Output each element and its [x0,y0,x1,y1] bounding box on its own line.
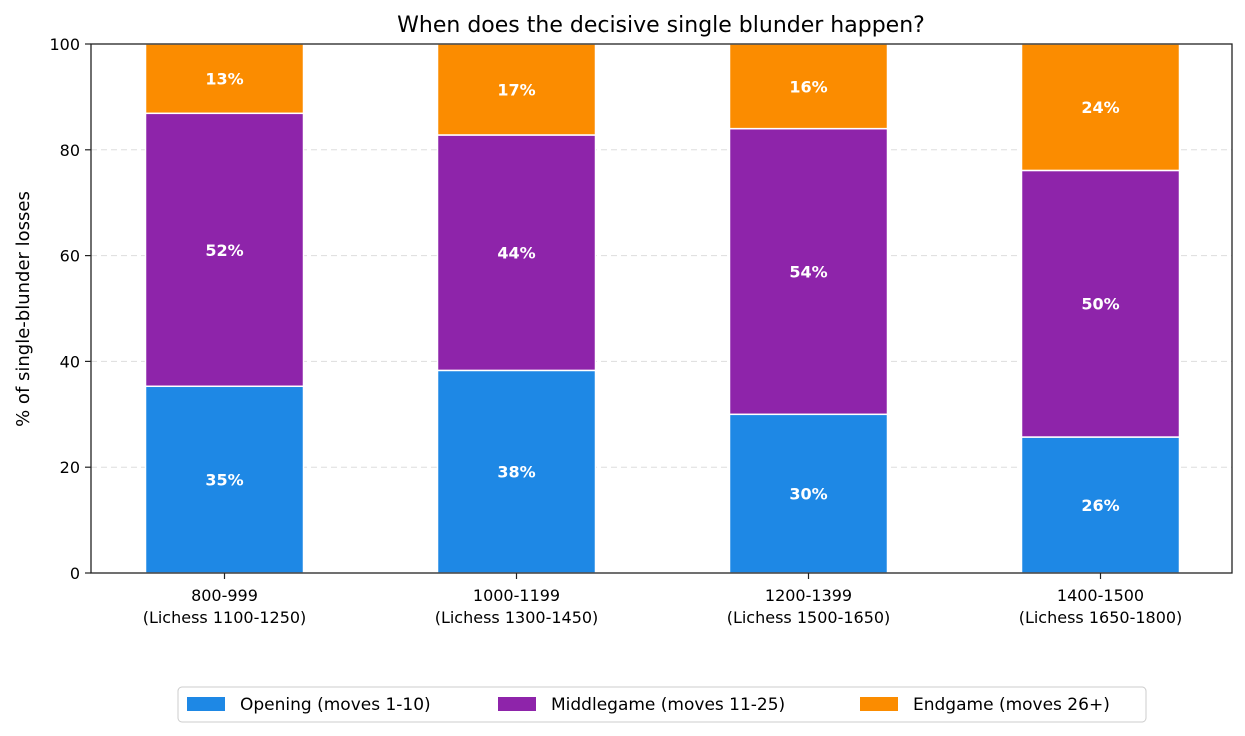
x-tick-label: (Lichess 1500-1650) [727,608,891,627]
segment-label: 30% [789,485,827,504]
segment-label: 50% [1081,295,1119,314]
x-tick-label: 1400-1500 [1057,586,1144,605]
legend-swatch [187,697,225,711]
legend-label: Endgame (moves 26+) [913,695,1110,715]
x-tick-label: (Lichess 1300-1450) [435,608,599,627]
legend: Opening (moves 1-10) Middlegame (moves 11… [177,686,1147,723]
segment-label: 13% [205,70,243,89]
legend-swatch [498,697,536,711]
segment-label: 24% [1081,98,1119,117]
bar-segment [144,385,305,574]
segment-label: 54% [789,262,827,281]
y-axis-label: % of single-blunder losses [13,191,34,427]
segment-label: 52% [205,241,243,260]
bar-segment [144,112,305,388]
x-tick-label: (Lichess 1100-1250) [143,608,307,627]
segment-label: 44% [497,244,535,263]
bar-segment [1020,43,1181,172]
y-tick-label: 100 [49,35,80,54]
legend-label: Opening (moves 1-10) [240,695,431,715]
segment-label: 26% [1081,496,1119,515]
segment-label: 38% [497,463,535,482]
bar-segment [728,127,889,416]
y-tick-label: 80 [60,141,80,160]
x-axis: 800-999 (Lichess 1100-1250) 1000-1199 (Lich… [143,573,1183,627]
segment-labels: 35% 52% 13% 38% 44% 17% 30% 54% 16% 26% 50% 24% [205,70,1119,515]
bar-segment [1020,436,1181,574]
x-tick-label: 1000-1199 [473,586,560,605]
bar-segment [728,43,889,130]
plot-frame [90,43,1233,574]
x-tick-label: 800-999 [191,586,258,605]
bar-segment [436,369,597,574]
segment-label: 16% [789,77,827,96]
segment-label: 35% [205,471,243,490]
bar-segment [144,43,305,115]
legend-label: Middlegame (moves 11-25) [551,695,785,715]
x-tick-label: (Lichess 1650-1800) [1019,608,1183,627]
legend-swatch [860,697,898,711]
y-tick-label: 40 [60,352,80,371]
segment-label: 17% [497,80,535,99]
chart-title: When does the decisive single blunder ha… [397,13,925,38]
bars [144,43,1181,574]
legend-box [177,686,1147,723]
y-axis: 0 20 40 60 80 100 [49,35,91,583]
y-tick-label: 60 [60,247,80,266]
y-tick-label: 0 [70,564,80,583]
x-tick-label: 1200-1399 [765,586,852,605]
bar-segment [436,134,597,372]
bar-segment [436,43,597,136]
bar-segment [1020,169,1181,438]
y-tick-label: 20 [60,458,80,477]
